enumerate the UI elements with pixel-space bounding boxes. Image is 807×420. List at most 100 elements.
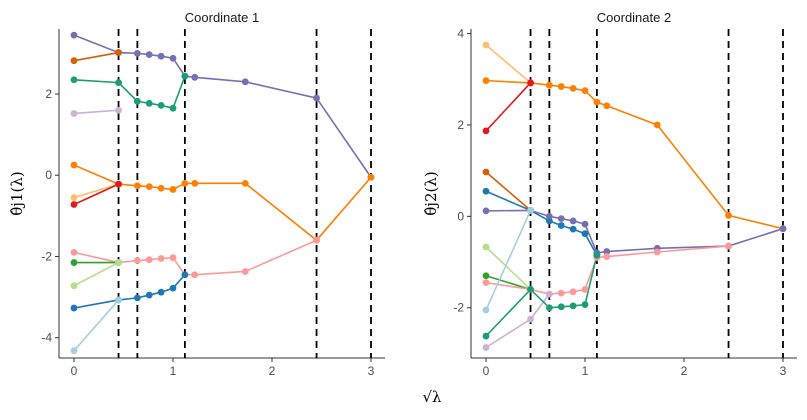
- data-point: [145, 291, 153, 299]
- data-point: [581, 220, 589, 228]
- x-axis-label: √λ: [422, 388, 442, 406]
- series-line: [485, 44, 532, 84]
- data-point: [603, 102, 611, 110]
- series-line: [73, 183, 119, 206]
- data-point: [133, 97, 141, 105]
- data-point: [70, 194, 78, 201]
- series-line: [73, 109, 119, 115]
- data-point: [70, 248, 78, 256]
- data-point: [557, 289, 565, 297]
- data-point: [70, 201, 78, 208]
- panel-title: Coordinate 2: [597, 10, 671, 25]
- y-tick-label: 2: [45, 87, 52, 101]
- data-point: [527, 207, 534, 214]
- data-point: [581, 87, 589, 95]
- data-point: [241, 268, 249, 275]
- data-point: [545, 304, 553, 312]
- series-line: [485, 82, 532, 132]
- data-point: [133, 182, 141, 190]
- data-point: [603, 253, 611, 260]
- data-point: [115, 296, 122, 304]
- data-point: [70, 110, 78, 117]
- data-point: [169, 284, 177, 292]
- data-point: [367, 173, 375, 181]
- series-line: [73, 239, 317, 276]
- y-axis-label: θ̂j2(λ): [422, 171, 440, 215]
- series-line: [485, 210, 532, 311]
- data-point: [133, 257, 141, 264]
- data-point: [157, 184, 165, 192]
- data-point: [545, 81, 553, 89]
- data-point: [482, 41, 490, 49]
- panel-coordinate-1: Coordinate 1 -4 -2 0 2 0 1 2 3 θ̂j1(λ): [8, 10, 385, 378]
- data-point: [70, 259, 78, 266]
- panel-title: Coordinate 1: [185, 10, 259, 25]
- data-point: [482, 344, 490, 351]
- series-line: [73, 75, 186, 110]
- data-point: [145, 256, 153, 264]
- data-point: [70, 161, 78, 169]
- data-point: [527, 79, 534, 87]
- data-point: [482, 187, 490, 195]
- data-point: [133, 49, 141, 57]
- y-tick-label: 2: [457, 118, 464, 132]
- x-tick-label: 2: [681, 364, 688, 378]
- data-point: [157, 288, 165, 296]
- data-point: [157, 255, 165, 262]
- data-point: [70, 31, 78, 39]
- data-point: [569, 85, 577, 92]
- data-point: [557, 215, 565, 223]
- data-point: [482, 243, 490, 251]
- data-point: [115, 106, 122, 114]
- data-point: [70, 347, 78, 355]
- data-point: [482, 127, 490, 135]
- data-point: [569, 302, 577, 310]
- series-line: [73, 261, 119, 287]
- data-point: [241, 179, 249, 187]
- data-point: [482, 168, 490, 176]
- data-point: [557, 222, 565, 229]
- data-point: [482, 279, 490, 287]
- data-point: [527, 315, 534, 323]
- data-point: [593, 251, 601, 259]
- data-point: [482, 332, 490, 340]
- data-point: [545, 290, 553, 298]
- data-point: [313, 94, 320, 102]
- data-point: [145, 51, 153, 58]
- data-point: [115, 259, 122, 266]
- data-point: [313, 236, 320, 244]
- data-point: [70, 57, 78, 65]
- x-tick-label: 1: [170, 364, 177, 378]
- data-point: [653, 121, 661, 129]
- data-point: [603, 248, 611, 255]
- y-tick-label: 0: [45, 168, 52, 182]
- series-line: [485, 274, 531, 291]
- data-point: [482, 207, 490, 215]
- data-point: [482, 272, 490, 280]
- data-point: [191, 73, 199, 81]
- data-point: [181, 72, 189, 80]
- data-point: [569, 225, 577, 233]
- data-point: [581, 230, 589, 238]
- x-tick-label: 1: [582, 364, 589, 378]
- data-point: [557, 303, 565, 311]
- x-tick-label: 2: [269, 364, 276, 378]
- data-point: [725, 212, 732, 219]
- series-line: [485, 171, 532, 212]
- data-point: [145, 183, 153, 190]
- data-point: [157, 101, 165, 109]
- series-line: [73, 299, 120, 352]
- x-tick-label: 0: [71, 364, 78, 378]
- y-tick-label: -2: [453, 301, 464, 315]
- series-line: [73, 183, 119, 199]
- data-point: [191, 271, 199, 279]
- data-point: [779, 225, 787, 233]
- data-point: [482, 77, 490, 85]
- y-axis-label: θ̂j1(λ): [8, 171, 26, 215]
- y-tick-label: 4: [457, 27, 464, 41]
- data-point: [527, 286, 534, 293]
- y-tick-label: 0: [457, 209, 464, 223]
- data-point: [169, 254, 177, 262]
- data-point: [593, 98, 601, 106]
